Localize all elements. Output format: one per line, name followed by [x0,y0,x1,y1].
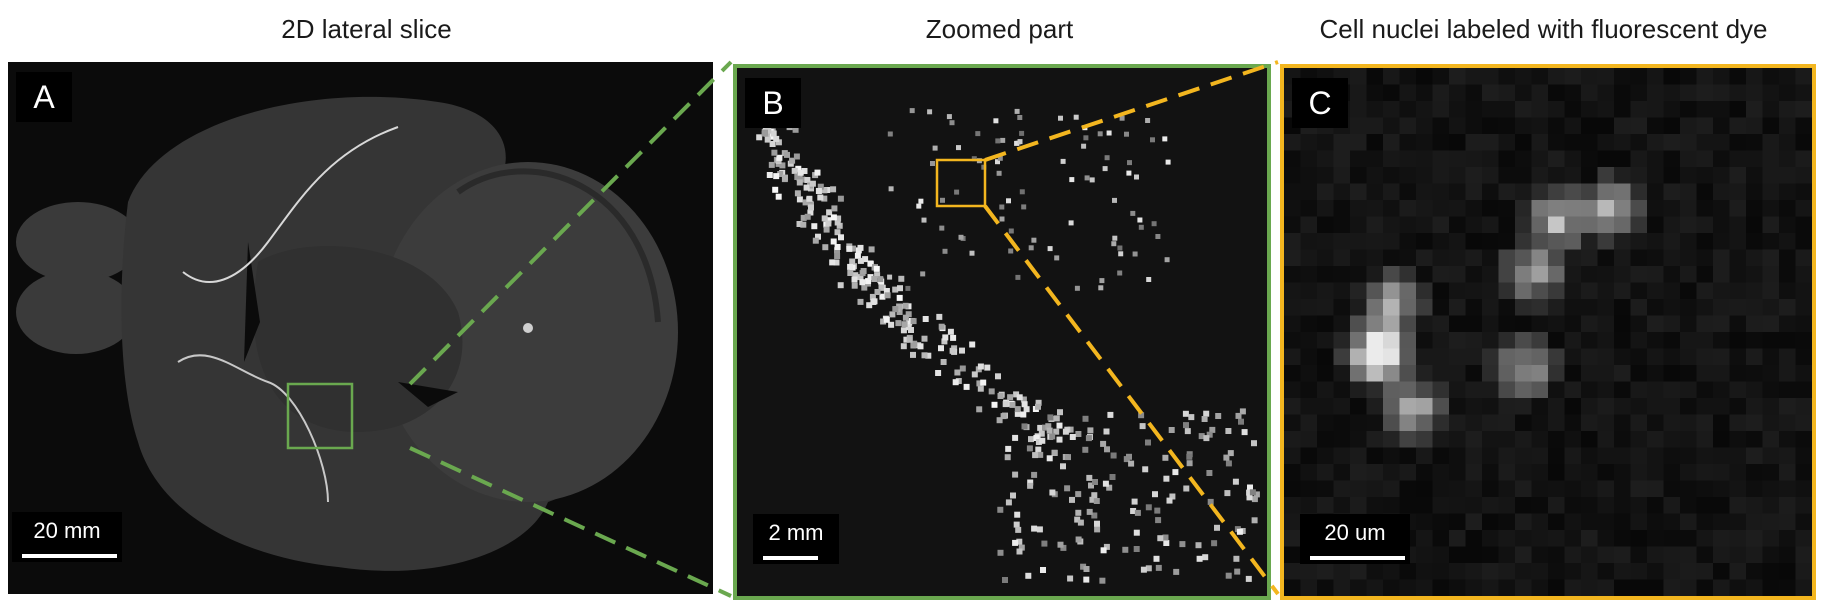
panel-c-scale-bar: 20 um [1300,514,1410,564]
panel-b-scale-label: 2 mm [768,520,824,545]
panel-c-title: Cell nuclei labeled with fluorescent dye [1319,14,1768,44]
panel-b-scale-bar: 2 mm [753,514,839,564]
panel-b-title: Zoomed part [925,14,1074,44]
panel-a-letter: A [16,72,72,122]
zoomed-part-image: B 2 mm [733,64,1271,600]
panel-c-letter: C [1292,78,1348,128]
panel-a-scale-bar: 20 mm [12,512,122,562]
panel-b-letter: B [745,78,801,128]
panel-c-scale-label: 20 um [1324,520,1386,545]
panel-a-title: 2D lateral slice [281,14,452,44]
panel-a-scale-label: 20 mm [33,518,101,543]
cell-nuclei-graphic [1284,68,1812,596]
cell-nuclei-image: C 20 um [1280,64,1816,600]
lateral-slice-image: A 20 mm [8,62,713,594]
